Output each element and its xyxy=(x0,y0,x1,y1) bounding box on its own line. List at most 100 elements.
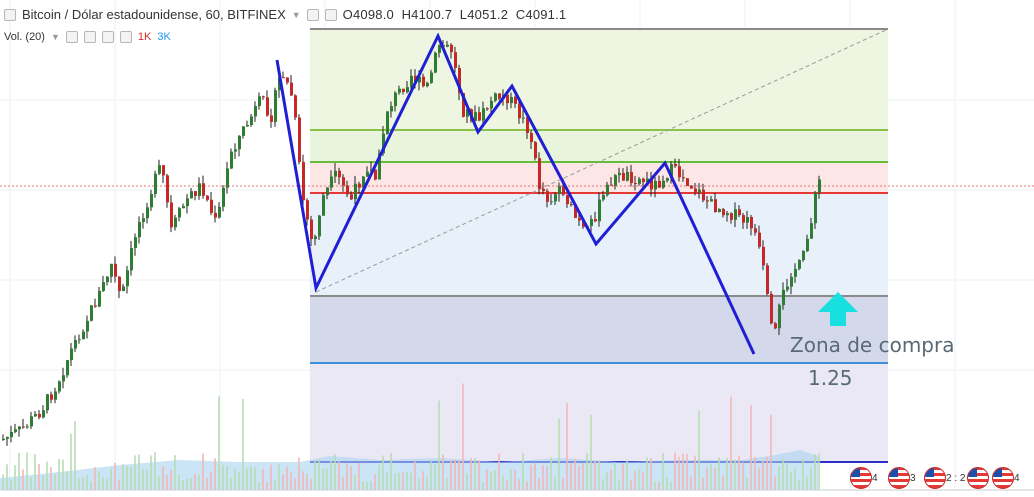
volume-bar xyxy=(74,421,76,490)
volume-bar xyxy=(18,452,20,490)
candle-body xyxy=(398,88,401,93)
candle-body xyxy=(426,82,429,87)
volume-bar xyxy=(634,470,636,490)
volume-bar xyxy=(10,479,12,490)
volume-bar xyxy=(490,471,492,490)
buy-zone-label[interactable]: Zona de compra xyxy=(790,333,955,357)
volume-bar xyxy=(338,461,340,490)
collapse-square-icon[interactable] xyxy=(4,8,16,21)
volume-bar xyxy=(726,457,728,490)
chevron-down-icon[interactable]: ▼ xyxy=(291,9,301,20)
candle-body xyxy=(714,199,717,213)
candle-body xyxy=(138,221,141,238)
volume-bar xyxy=(802,458,804,490)
candle-body xyxy=(74,340,77,349)
volume-bar xyxy=(426,476,428,490)
volume-bar xyxy=(798,480,800,490)
volume-bar xyxy=(770,414,772,490)
us-flag-icon xyxy=(850,467,872,489)
candle-body xyxy=(94,305,97,307)
volume-bar xyxy=(178,474,180,490)
candle-body xyxy=(318,215,321,237)
volume-bar xyxy=(630,479,632,490)
candle-body xyxy=(134,237,137,249)
chevron-down-icon[interactable]: ▼ xyxy=(50,32,60,42)
volume-bar xyxy=(570,463,572,490)
volume-bar xyxy=(62,459,64,490)
volume-bar xyxy=(530,464,532,490)
candle-body xyxy=(374,169,377,180)
volume-bar xyxy=(566,402,568,490)
fib-level-label[interactable]: 1.25 xyxy=(808,366,853,390)
volume-bar xyxy=(686,453,688,490)
event-badge[interactable]: 4 xyxy=(850,467,878,489)
volume-bar xyxy=(118,479,120,490)
volume-label[interactable]: Vol. (20) xyxy=(4,31,45,43)
volume-bar xyxy=(350,466,352,490)
volume-bar xyxy=(750,405,752,490)
settings-gear-icon[interactable] xyxy=(83,31,96,43)
volume-bar xyxy=(386,472,388,490)
event-badge[interactable]: 4 xyxy=(992,467,1020,489)
volume-bar xyxy=(154,452,156,490)
settings-gear-icon[interactable] xyxy=(324,8,337,21)
event-badge[interactable]: 3 xyxy=(888,467,916,489)
candle-body xyxy=(674,163,677,167)
volume-bar xyxy=(806,476,808,490)
candle-body xyxy=(774,323,777,329)
eye-icon[interactable] xyxy=(306,8,319,21)
candle-body xyxy=(482,108,485,121)
volume-bar xyxy=(174,455,176,490)
volume-bar xyxy=(786,462,788,490)
candle-body xyxy=(554,194,557,202)
volume-bar xyxy=(190,478,192,490)
candle-body xyxy=(78,339,81,341)
candle-body xyxy=(286,77,289,83)
event-badge[interactable]: 2 : 2 xyxy=(924,467,990,489)
candle-body xyxy=(2,438,5,440)
candle-body xyxy=(818,179,821,193)
candle-body xyxy=(366,171,369,177)
candle-body xyxy=(142,218,145,222)
close-icon[interactable] xyxy=(101,31,114,43)
symbol-title[interactable]: Bitcoin / Dólar estadounidense, 60, BITF… xyxy=(22,7,286,22)
volume-bar xyxy=(610,469,612,490)
volume-bar xyxy=(718,457,720,490)
candle-body xyxy=(358,183,361,188)
volume-bar xyxy=(558,418,560,490)
volume-bar xyxy=(738,455,740,490)
volume-bar xyxy=(186,478,188,490)
volume-bar xyxy=(298,457,300,490)
volume-bar xyxy=(638,469,640,490)
volume-bar xyxy=(478,460,480,490)
candle-body xyxy=(810,223,813,239)
fibonacci-retracement[interactable] xyxy=(310,28,889,463)
volume-bar xyxy=(78,478,80,490)
volume-bar xyxy=(462,383,464,490)
candle-body xyxy=(738,209,741,216)
volume-bar xyxy=(110,468,112,490)
candle-body xyxy=(34,413,37,417)
volume-bar xyxy=(602,478,604,490)
volume-bar xyxy=(86,475,88,490)
menu-icon[interactable] xyxy=(119,31,132,43)
candle-body xyxy=(214,212,217,218)
candle-body xyxy=(46,394,49,411)
volume-bar xyxy=(730,396,732,490)
candle-body xyxy=(742,215,745,223)
volume-bar xyxy=(286,467,288,490)
volume-bar xyxy=(346,463,348,490)
candle-body xyxy=(702,189,705,201)
candle-body xyxy=(462,93,465,117)
candle-body xyxy=(382,133,385,154)
volume-bar xyxy=(206,477,208,490)
candle-body xyxy=(598,199,601,222)
volume-bar xyxy=(714,468,716,490)
volume-bar xyxy=(194,473,196,490)
eye-icon[interactable] xyxy=(65,31,78,43)
volume-bar xyxy=(706,468,708,490)
volume-bar xyxy=(406,471,408,490)
volume-bar xyxy=(198,475,200,490)
volume-moving-average-area xyxy=(0,450,818,490)
